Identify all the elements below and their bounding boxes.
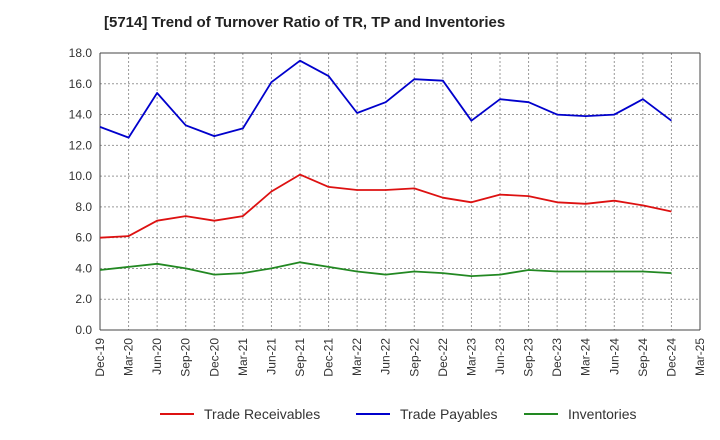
x-tick-label: Mar-20 [122, 338, 136, 376]
y-tick-label: 18.0 [69, 46, 93, 60]
y-tick-label: 14.0 [69, 108, 93, 122]
x-tick-label: Jun-24 [607, 338, 621, 375]
y-tick-label: 12.0 [69, 138, 93, 152]
plot-area [100, 53, 700, 330]
x-tick-label: Sep-22 [407, 338, 421, 377]
series-line-2 [99, 261, 672, 277]
x-tick-label: Jun-23 [493, 338, 507, 375]
x-tick-label: Mar-21 [236, 338, 250, 376]
x-tick-label: Dec-23 [550, 338, 564, 377]
legend-label-1: Trade Payables [400, 406, 498, 422]
x-tick-label: Sep-23 [522, 338, 536, 377]
x-tick-label: Mar-22 [350, 338, 364, 376]
x-tick-label: Mar-23 [464, 338, 478, 376]
series-line-1 [99, 59, 672, 139]
y-tick-label: 8.0 [75, 200, 92, 214]
x-tick-label: Sep-24 [636, 338, 650, 377]
x-tick-label: Jun-20 [150, 338, 164, 375]
y-tick-label: 4.0 [75, 261, 92, 275]
y-tick-label: 10.0 [69, 169, 93, 183]
y-tick-label: 0.0 [75, 323, 92, 337]
x-tick-label: Sep-21 [293, 338, 307, 377]
x-tick-label: Jun-21 [264, 338, 278, 375]
x-tick-label: Dec-21 [322, 338, 336, 377]
chart-title: [5714] Trend of Turnover Ratio of TR, TP… [104, 14, 506, 31]
x-tick-label: Dec-20 [207, 338, 221, 377]
x-tick-label: Sep-20 [179, 338, 193, 377]
x-tick-label: Dec-24 [664, 338, 678, 377]
legend-label-0: Trade Receivables [204, 406, 320, 422]
x-tick-label: Mar-24 [579, 338, 593, 376]
legend-label-2: Inventories [568, 406, 636, 422]
y-tick-label: 2.0 [75, 292, 92, 306]
x-tick-label: Mar-25 [693, 338, 707, 376]
series-line-0 [99, 173, 672, 239]
y-tick-label: 6.0 [75, 231, 92, 245]
x-tick-label: Jun-22 [379, 338, 393, 375]
y-tick-label: 16.0 [69, 77, 93, 91]
x-tick-label: Dec-22 [436, 338, 450, 377]
x-tick-label: Dec-19 [93, 338, 107, 377]
